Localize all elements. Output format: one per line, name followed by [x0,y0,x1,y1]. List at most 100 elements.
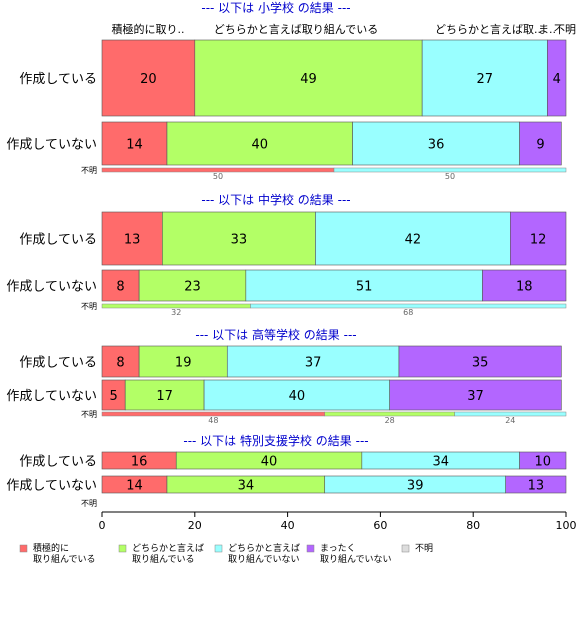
unknown-data-label: 68 [403,308,413,317]
bar-segment [162,211,316,266]
bar-segment [482,269,567,302]
bar-segment [101,345,140,378]
bar-segment [547,39,567,117]
row-label: 作成していない [6,280,97,295]
x-tick-label: 60 [373,519,387,532]
bar-segment [510,211,567,266]
data-label: 14 [126,138,143,153]
data-label: 18 [516,280,533,295]
legend-swatch [401,544,410,553]
unknown-data-label: 50 [445,172,455,181]
row-label: 作成している [19,356,97,371]
data-label: 10 [535,455,552,470]
data-label: 51 [356,280,373,295]
bar-segment [101,269,140,302]
data-label: 12 [530,233,547,248]
x-tick-label: 80 [466,519,480,532]
unknown-row-label: 不明 [81,302,97,311]
bar-segment [389,379,562,411]
panel-title: --- 以下は 中学校 の結果 --- [201,192,350,207]
row-label: 作成していない [6,138,97,153]
unknown-data-label: 32 [171,308,181,317]
data-label: 34 [432,455,449,470]
data-label: 39 [407,479,424,494]
unknown-row-label: 不明 [81,499,97,508]
legend-label: まったく [320,543,356,554]
data-label: 40 [289,389,306,404]
data-label: 35 [472,356,489,371]
bar-segment [138,269,247,302]
data-label: 23 [184,280,201,295]
legend-label: 取り組んでいる [132,553,195,565]
bar-segment [166,121,353,166]
data-label: 36 [428,138,445,153]
x-tick-label: 0 [99,519,106,532]
row-label: 作成していない [6,389,97,404]
x-tick-label: 40 [281,519,295,532]
legend-label: 取り組んでいない [320,553,392,565]
data-label: 8 [116,356,124,371]
legend-swatch [118,544,127,553]
data-label: 5 [109,389,117,404]
bar-segment [352,121,520,166]
panel-title: --- 以下は 高等学校 の結果 --- [195,327,356,342]
legend-swatch [19,544,28,553]
data-label: 17 [156,389,173,404]
unknown-bar-segment [333,167,567,173]
row-label: 作成している [19,455,97,470]
bar-segment [226,345,400,378]
data-label: 8 [116,280,124,295]
bar-segment [519,451,567,470]
legend-label: 不明 [415,543,433,554]
bar-segment [101,121,168,166]
data-label: 37 [467,389,484,404]
column-header: 不明 [554,23,576,36]
data-label: 20 [140,72,157,87]
bar-segment [194,39,423,117]
data-label: 19 [175,356,192,371]
legend-swatch [214,544,223,553]
legend-label: 取り組んでいない [228,553,300,565]
panel-title: --- 以下は 特別支援学校 の結果 --- [183,433,368,448]
data-label: 40 [261,455,278,470]
column-header: どちらかと言えば取.. [435,23,541,36]
data-label: 34 [238,479,255,494]
unknown-bar-segment [454,411,567,417]
bar-segment [505,475,567,494]
column-header: どちらかと言えば取り組んでいる [214,23,378,36]
data-label: 40 [251,138,268,153]
bar-segment [398,345,562,378]
x-tick-label: 20 [188,519,202,532]
data-label: 49 [300,72,317,87]
data-label: 13 [528,479,545,494]
unknown-data-label: 48 [208,416,218,425]
row-label: 作成している [19,233,97,248]
data-label: 9 [536,138,544,153]
row-label: 作成していない [6,479,97,494]
bar-segment [245,269,483,302]
data-label: 14 [126,479,143,494]
column-header: ま.. [538,23,556,36]
panel-title: --- 以下は 小学校 の結果 --- [201,0,350,15]
unknown-row-label: 不明 [81,166,97,175]
legend-label: 積極的に [33,542,69,554]
legend-label: どちらかと言えば [228,542,300,554]
data-label: 27 [477,72,494,87]
x-tick-label: 100 [556,519,577,532]
data-label: 33 [231,233,248,248]
unknown-row-label: 不明 [81,410,97,419]
unknown-data-label: 28 [385,416,395,425]
bar-segment [124,379,205,411]
legend-label: 取り組んでいる [33,553,96,565]
data-label: 37 [305,356,322,371]
unknown-bar-segment [250,303,567,309]
unknown-data-label: 50 [213,172,223,181]
data-label: 42 [405,233,422,248]
data-label: 13 [124,233,141,248]
legend-swatch [306,544,315,553]
unknown-data-label: 24 [505,416,515,425]
bar-segment [101,211,163,266]
legend-label: どちらかと言えば [132,542,204,554]
column-header: 積極的に取り.. [112,22,185,36]
